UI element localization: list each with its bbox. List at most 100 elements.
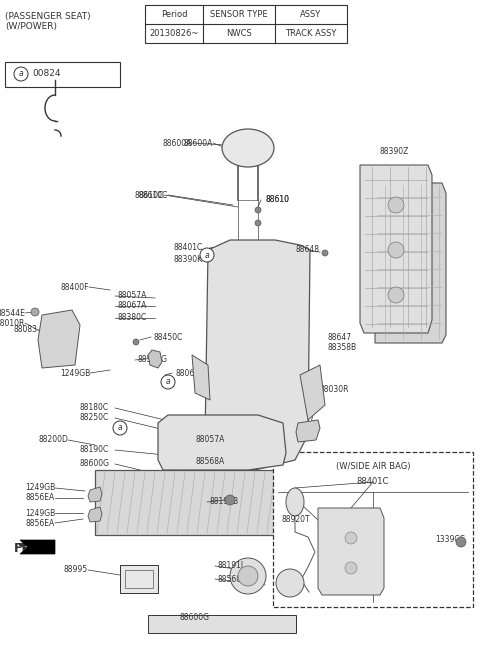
Text: a: a: [118, 424, 122, 432]
Circle shape: [14, 67, 28, 81]
Text: 88600G: 88600G: [180, 614, 210, 622]
Text: 88390Z: 88390Z: [380, 147, 409, 157]
Text: 88600G: 88600G: [80, 460, 110, 468]
Text: 88610: 88610: [265, 195, 289, 204]
Circle shape: [161, 375, 175, 389]
Ellipse shape: [222, 129, 274, 167]
Circle shape: [322, 250, 328, 256]
Text: ASSY: ASSY: [300, 10, 322, 19]
Circle shape: [238, 566, 258, 586]
Text: 88600A: 88600A: [163, 138, 192, 147]
Text: 88030R: 88030R: [320, 386, 349, 394]
Text: 8856EA: 8856EA: [26, 493, 55, 502]
Text: 88067A: 88067A: [118, 301, 147, 310]
Circle shape: [113, 421, 127, 435]
Polygon shape: [318, 508, 384, 595]
Text: 1249GB: 1249GB: [25, 508, 55, 517]
Text: 88610C: 88610C: [139, 191, 168, 200]
Text: 88180C: 88180C: [80, 403, 109, 413]
Polygon shape: [296, 420, 320, 442]
Text: 88610: 88610: [266, 195, 290, 204]
Circle shape: [230, 558, 266, 594]
Circle shape: [255, 207, 261, 213]
Polygon shape: [148, 350, 162, 368]
Text: 1249GB: 1249GB: [60, 369, 90, 377]
Polygon shape: [205, 240, 310, 470]
Text: 88560D: 88560D: [218, 574, 248, 584]
Bar: [148, 615, 296, 633]
Text: 00824: 00824: [32, 69, 60, 79]
Circle shape: [133, 339, 139, 345]
Polygon shape: [375, 183, 446, 343]
Text: TRACK ASSY: TRACK ASSY: [285, 29, 336, 38]
Text: 88390K: 88390K: [174, 255, 203, 265]
Bar: [125, 570, 153, 588]
Text: 88191J: 88191J: [218, 561, 244, 571]
Text: 88057A: 88057A: [195, 436, 224, 445]
Text: a: a: [19, 69, 24, 79]
Text: 88358B: 88358B: [327, 343, 356, 352]
Bar: [5, 62, 120, 87]
Text: SENSOR TYPE: SENSOR TYPE: [210, 10, 268, 19]
Polygon shape: [300, 365, 325, 420]
Ellipse shape: [286, 488, 304, 516]
Polygon shape: [88, 487, 102, 502]
Text: NWCS: NWCS: [226, 29, 252, 38]
Text: 88995: 88995: [64, 565, 88, 574]
Text: 88401C: 88401C: [357, 477, 389, 487]
Text: 88920T: 88920T: [281, 515, 310, 525]
Text: 88190C: 88190C: [80, 445, 109, 455]
Polygon shape: [88, 507, 102, 522]
Text: FR.: FR.: [14, 542, 37, 555]
Text: a: a: [166, 377, 170, 386]
Text: (PASSENGER SEAT): (PASSENGER SEAT): [5, 12, 91, 21]
Circle shape: [225, 495, 235, 505]
Polygon shape: [158, 415, 286, 470]
Bar: [145, 5, 347, 43]
Text: 88504G: 88504G: [138, 356, 168, 364]
Text: 88380C: 88380C: [118, 314, 147, 322]
Circle shape: [200, 248, 214, 262]
Polygon shape: [192, 355, 210, 400]
Text: FR.: FR.: [32, 540, 52, 550]
Text: 88648: 88648: [295, 246, 319, 255]
Polygon shape: [95, 470, 325, 535]
Circle shape: [388, 197, 404, 213]
Circle shape: [345, 532, 357, 544]
Polygon shape: [360, 165, 432, 333]
Text: 88400F: 88400F: [60, 282, 89, 291]
Circle shape: [388, 287, 404, 303]
Text: 1339CC: 1339CC: [435, 536, 465, 544]
Bar: [120, 565, 158, 593]
Circle shape: [456, 537, 466, 547]
Text: 88568A: 88568A: [195, 457, 224, 466]
Text: 88010R: 88010R: [0, 318, 25, 328]
Text: 1249GB: 1249GB: [25, 483, 55, 493]
Text: a: a: [204, 250, 209, 259]
Text: (W/POWER): (W/POWER): [5, 22, 57, 31]
Text: 88600A: 88600A: [184, 138, 213, 147]
Text: (W/SIDE AIR BAG): (W/SIDE AIR BAG): [336, 462, 410, 472]
Polygon shape: [38, 310, 80, 368]
Text: 20130826~: 20130826~: [149, 29, 199, 38]
Text: 8856EA: 8856EA: [26, 519, 55, 527]
Text: 88067A: 88067A: [175, 369, 204, 377]
Circle shape: [276, 569, 304, 597]
Circle shape: [31, 308, 39, 316]
Text: 88083: 88083: [14, 326, 38, 335]
Circle shape: [388, 242, 404, 258]
Text: 88544E: 88544E: [0, 309, 25, 318]
Text: 88647: 88647: [327, 333, 351, 343]
Text: 88195B: 88195B: [210, 498, 239, 506]
Polygon shape: [20, 540, 55, 554]
Text: 88057A: 88057A: [118, 291, 147, 301]
Text: 88610C: 88610C: [135, 191, 164, 200]
Bar: [273, 452, 473, 607]
Text: Period: Period: [161, 10, 187, 19]
Text: 88401C: 88401C: [174, 242, 203, 252]
Text: 88250C: 88250C: [80, 413, 109, 422]
Text: 88200D: 88200D: [38, 436, 68, 445]
Circle shape: [345, 562, 357, 574]
Circle shape: [255, 220, 261, 226]
Text: 88450C: 88450C: [154, 333, 183, 341]
